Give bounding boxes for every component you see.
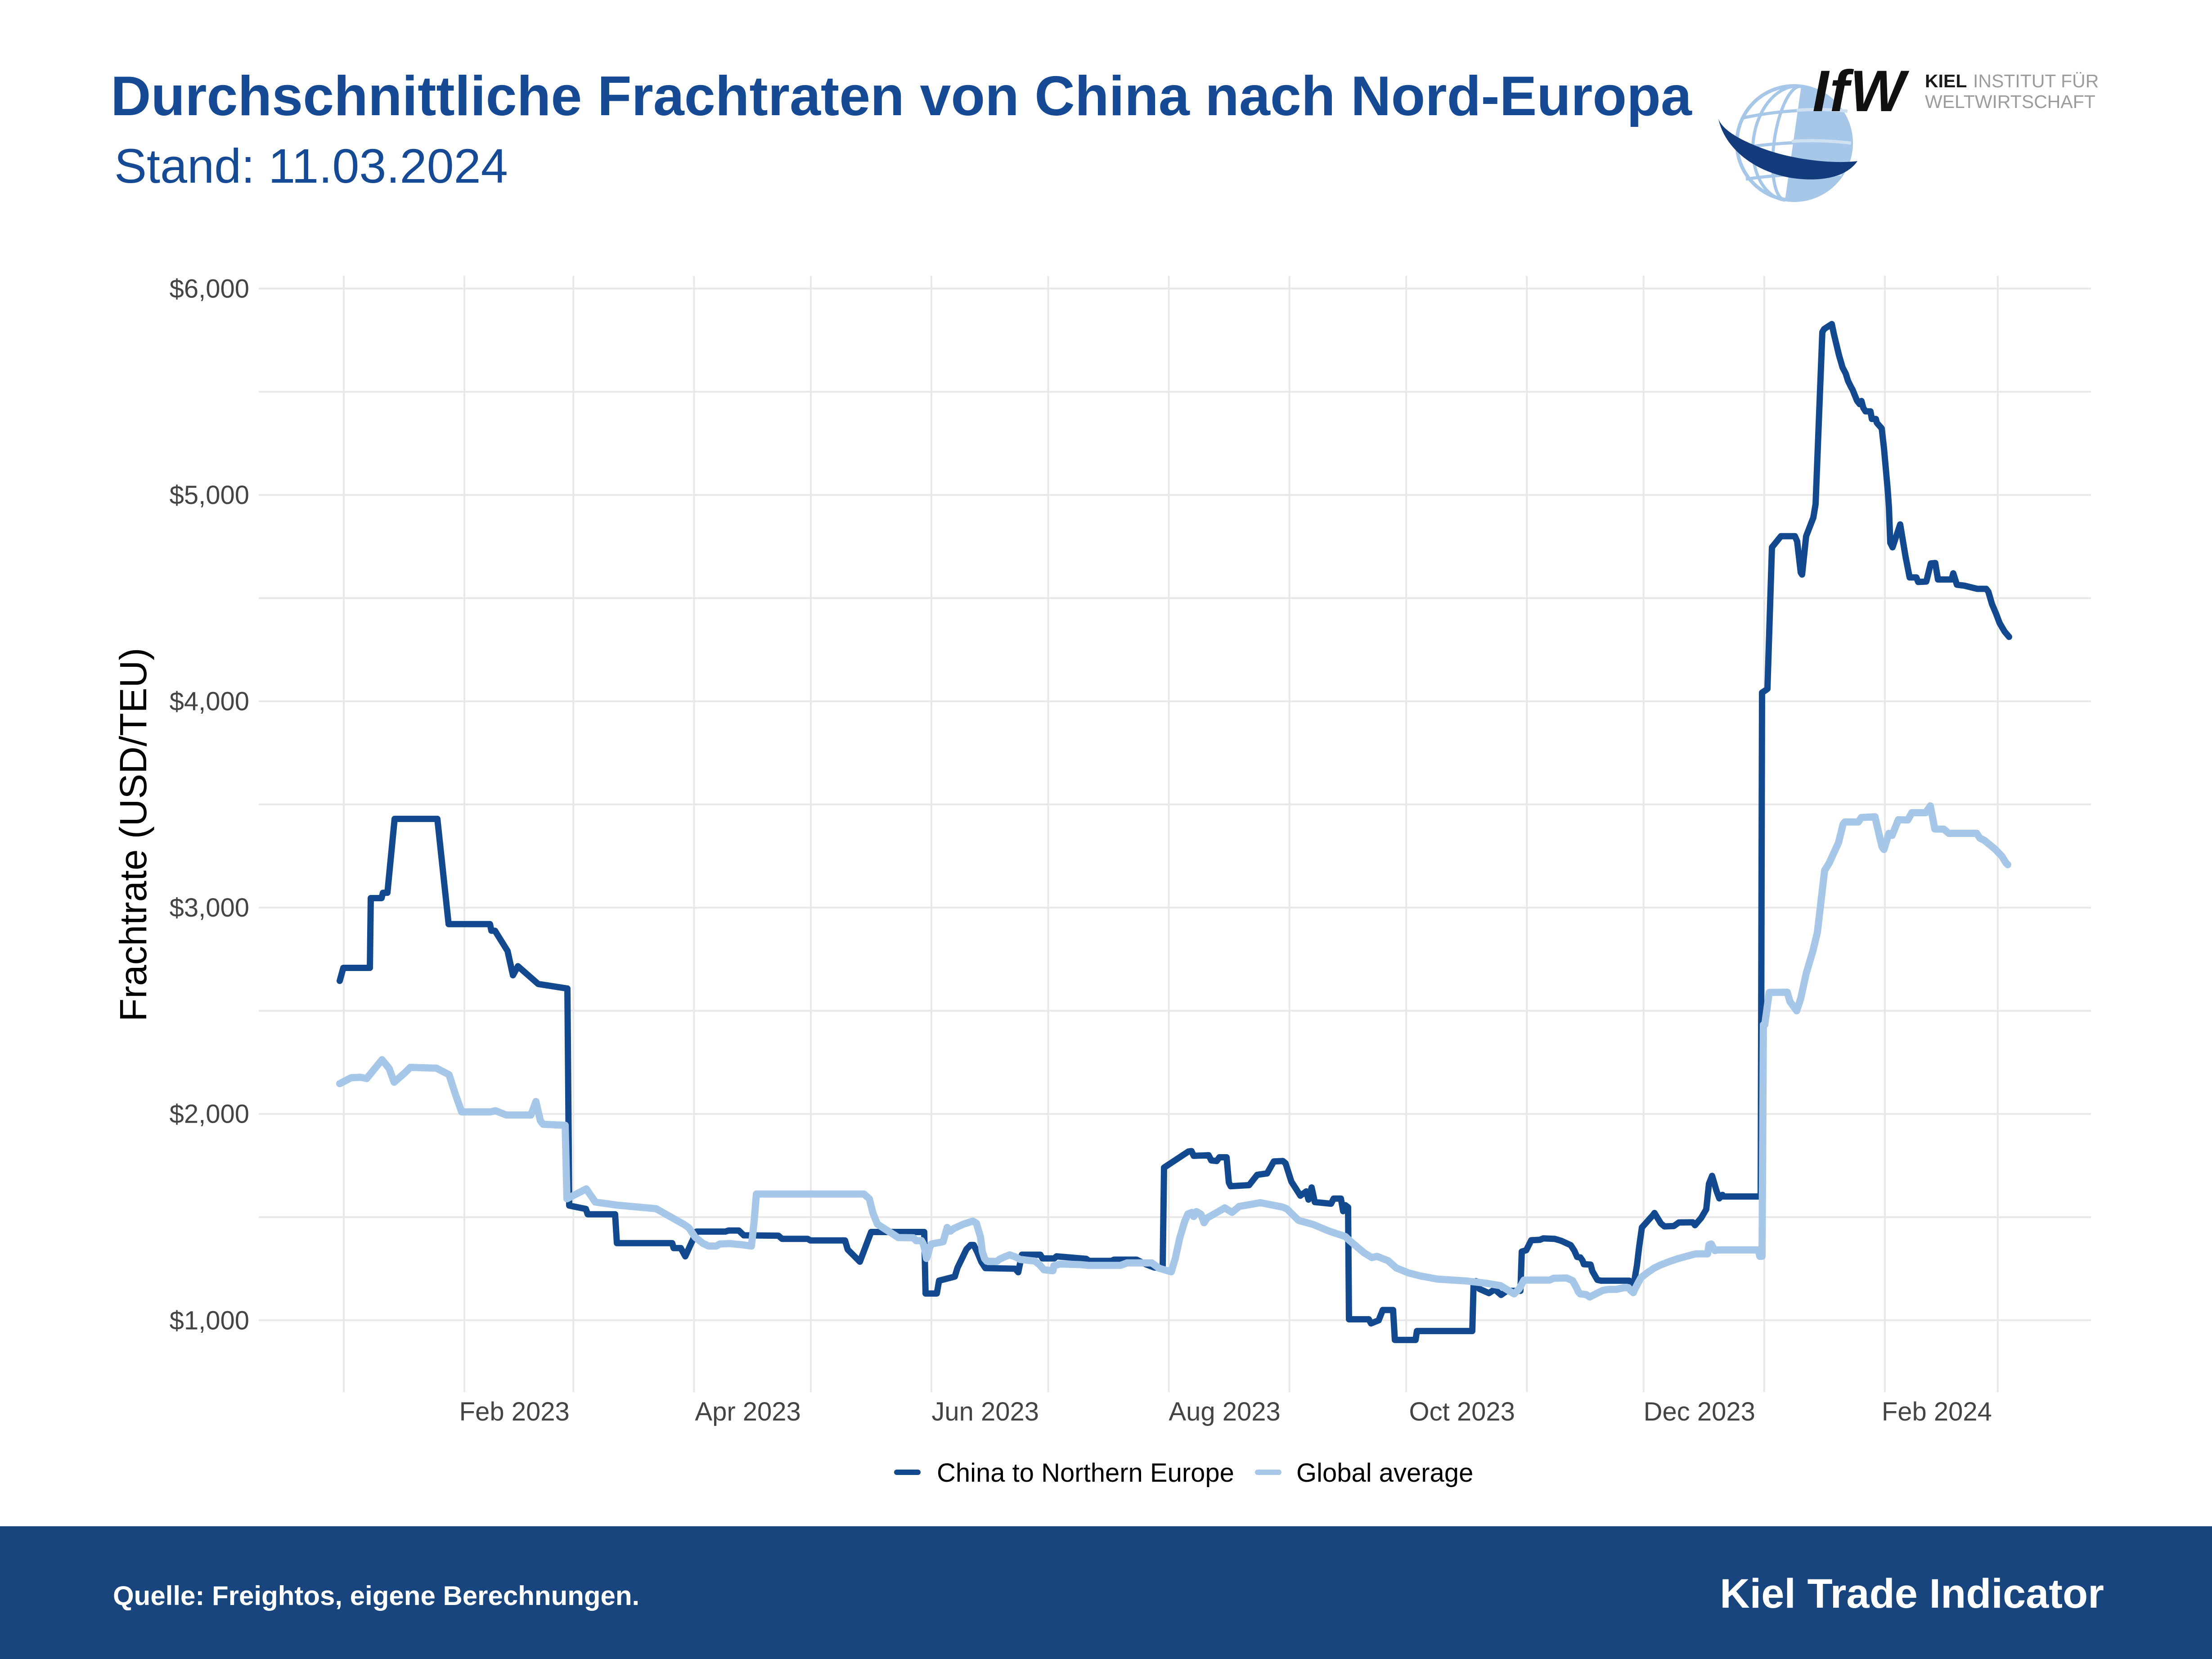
svg-text:Stand: 11.03.2024: Stand: 11.03.2024: [114, 139, 508, 193]
svg-text:$5,000: $5,000: [170, 481, 249, 510]
svg-text:Feb 2024: Feb 2024: [1882, 1397, 1992, 1426]
svg-text:Frachtrate (USD/TEU): Frachtrate (USD/TEU): [112, 648, 154, 1022]
svg-text:$4,000: $4,000: [170, 687, 249, 716]
svg-text:$6,000: $6,000: [170, 274, 249, 303]
svg-text:WELTWIRTSCHAFT: WELTWIRTSCHAFT: [1925, 91, 2095, 112]
svg-text:Dec 2023: Dec 2023: [1644, 1397, 1755, 1426]
svg-text:$3,000: $3,000: [170, 893, 249, 922]
svg-text:IfW: IfW: [1812, 58, 1909, 124]
svg-text:Kiel Trade Indicator: Kiel Trade Indicator: [1720, 1571, 2104, 1617]
svg-text:Oct 2023: Oct 2023: [1409, 1397, 1515, 1426]
svg-text:Feb 2023: Feb 2023: [459, 1397, 570, 1426]
svg-text:Jun 2023: Jun 2023: [931, 1397, 1039, 1426]
svg-text:Quelle: Freightos, eigene Bere: Quelle: Freightos, eigene Berechnungen.: [113, 1581, 639, 1611]
svg-text:$2,000: $2,000: [170, 1100, 249, 1129]
svg-text:Apr 2023: Apr 2023: [695, 1397, 800, 1426]
svg-text:Durchschnittliche Frachtraten: Durchschnittliche Frachtraten von China …: [111, 65, 1692, 127]
svg-text:INSTITUT FÜR: INSTITUT FÜR: [1973, 71, 2099, 91]
svg-text:Aug 2023: Aug 2023: [1169, 1397, 1280, 1426]
svg-text:$1,000: $1,000: [170, 1306, 249, 1335]
svg-text:KIEL: KIEL: [1925, 71, 1967, 91]
svg-text:China to Northern Europe: China to Northern Europe: [937, 1458, 1234, 1488]
svg-text:Global average: Global average: [1296, 1458, 1473, 1488]
